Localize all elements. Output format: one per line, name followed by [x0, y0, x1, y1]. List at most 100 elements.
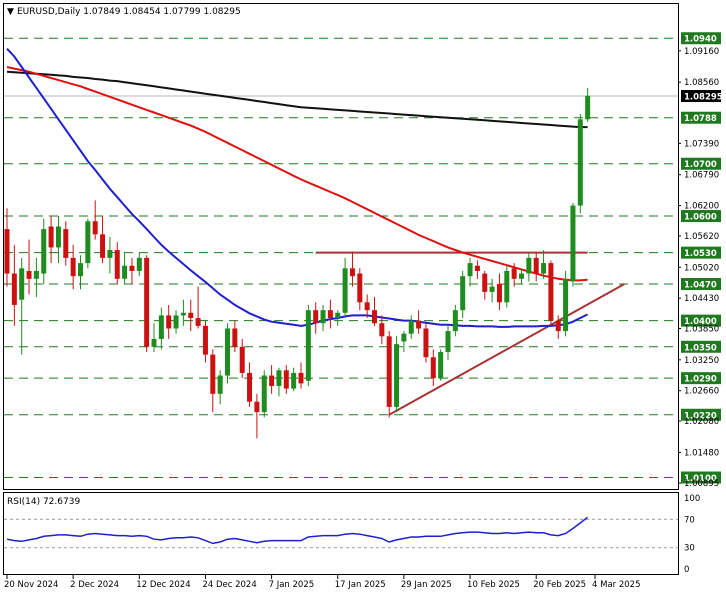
candle-body — [188, 312, 194, 319]
candle-body — [555, 320, 561, 332]
candle-body — [247, 372, 253, 402]
time-tick-label: 12 Dec 2024 — [136, 580, 190, 590]
candle-body — [217, 375, 223, 394]
candle-body — [173, 315, 179, 329]
candle-body — [4, 229, 10, 274]
candle-body — [33, 270, 39, 279]
candle-body — [511, 268, 517, 279]
candle-body — [261, 375, 267, 413]
header-arrow-icon[interactable]: ▼ — [7, 7, 14, 17]
rsi-tick-label: 100 — [684, 494, 700, 504]
candle-body — [166, 315, 172, 329]
candle-body — [445, 331, 451, 353]
sma-fast-line — [6, 48, 589, 328]
candle-body — [276, 370, 282, 386]
key-level-tag — [681, 210, 721, 223]
candles — [4, 87, 591, 439]
key-level-label: 1.0470 — [684, 281, 717, 291]
candle-body — [577, 119, 583, 206]
candle-body — [474, 265, 480, 271]
rsi-panel — [3, 492, 679, 575]
candle-body — [585, 95, 591, 120]
candle-body — [504, 270, 510, 303]
rsi-line — [6, 516, 589, 545]
candle-body — [342, 268, 348, 313]
candle-body — [225, 328, 230, 376]
candle-body — [19, 268, 25, 300]
rsi-tick-label: 30 — [684, 544, 695, 554]
candle-body — [107, 250, 113, 258]
price-tick-label: 1.04430 — [684, 294, 719, 304]
price-tick-label: 1.01480 — [684, 448, 719, 458]
candle-body — [327, 310, 333, 319]
candle-body — [489, 286, 495, 292]
candle-body — [423, 328, 429, 358]
time-axis: 20 Nov 2024 2 Dec 2024 12 Dec 2024 24 Dec 2… — [4, 575, 640, 590]
candle-body — [269, 375, 275, 386]
candle-body — [313, 310, 319, 324]
key-level-label: 1.0788 — [684, 114, 717, 124]
rsi-indicator: 100 70 30 0 — [4, 494, 700, 575]
candle-body — [85, 221, 91, 264]
price-axis: 1.0940 1.0788 1.0700 1.0600 1.0530 1.0470 1.04… — [678, 32, 723, 489]
candle-body — [357, 273, 363, 303]
moving-averages — [6, 48, 589, 328]
key-level-label: 1.0220 — [684, 411, 717, 421]
rsi-tick-label: 70 — [684, 515, 695, 525]
candle-body — [48, 226, 54, 248]
candle-body — [519, 273, 524, 279]
price-tick-label: 1.09160 — [684, 47, 719, 57]
price-tick-label: 1.06790 — [684, 171, 719, 181]
price-tick-label: 1.05620 — [684, 232, 719, 242]
candle-body — [239, 346, 245, 373]
candle-body — [55, 226, 61, 248]
trendlines — [315, 251, 625, 416]
key-level-tag — [681, 157, 721, 170]
sma-slow-line — [6, 70, 588, 129]
candle-body — [335, 312, 341, 319]
time-tick-label: 2 Dec 2024 — [70, 580, 119, 590]
header-symbol-line: EURUSD,Daily 1.07849 1.08454 1.07799 1.0… — [17, 7, 241, 17]
time-tick-label: 10 Feb 2025 — [467, 580, 520, 590]
price-tick-label: 1.07390 — [684, 139, 719, 149]
key-level-tag — [681, 32, 721, 45]
candle-body — [533, 257, 539, 274]
time-tick-label: 20 Nov 2024 — [4, 580, 58, 590]
rsi-tick-label: 0 — [684, 565, 689, 575]
candle-body — [379, 323, 385, 337]
time-tick-label: 7 Jan 2025 — [269, 580, 315, 590]
candle-body — [408, 320, 414, 334]
candle-body — [496, 284, 502, 303]
candle-body — [467, 263, 473, 277]
key-level-label: 1.0600 — [684, 213, 717, 223]
price-tick-label: 1.00895 — [684, 479, 719, 489]
current-price-label: 1.08295 — [684, 93, 723, 103]
trendline — [388, 283, 625, 416]
candle-body — [305, 310, 311, 381]
candle-body — [320, 310, 326, 324]
candle-body — [210, 354, 216, 394]
candle-body — [144, 257, 150, 347]
candle-body — [541, 263, 547, 274]
candle-body — [548, 263, 554, 321]
candle-body — [438, 352, 444, 379]
candle-body — [41, 229, 47, 274]
candle-body — [158, 315, 164, 339]
candle-body — [372, 310, 377, 324]
time-tick-label: 20 Feb 2025 — [533, 580, 586, 590]
price-tick-label: 1.03850 — [684, 324, 719, 334]
price-tick-label: 1.02660 — [684, 387, 719, 397]
candle-body — [92, 221, 98, 235]
key-level-label: 1.0350 — [684, 343, 717, 353]
current-price-tag — [681, 90, 721, 103]
candle-body — [202, 325, 208, 355]
key-level-label: 1.0940 — [684, 35, 717, 45]
candle-body — [430, 357, 436, 379]
time-tick-label: 17 Jan 2025 — [335, 580, 386, 590]
price-tick-label: 1.02080 — [684, 417, 719, 427]
price-tick-label: 1.03250 — [684, 356, 719, 366]
key-level-tag — [681, 278, 721, 291]
candle-body — [11, 273, 17, 305]
price-tick-label: 1.08560 — [684, 78, 719, 88]
key-level-label: 1.0700 — [684, 160, 717, 170]
